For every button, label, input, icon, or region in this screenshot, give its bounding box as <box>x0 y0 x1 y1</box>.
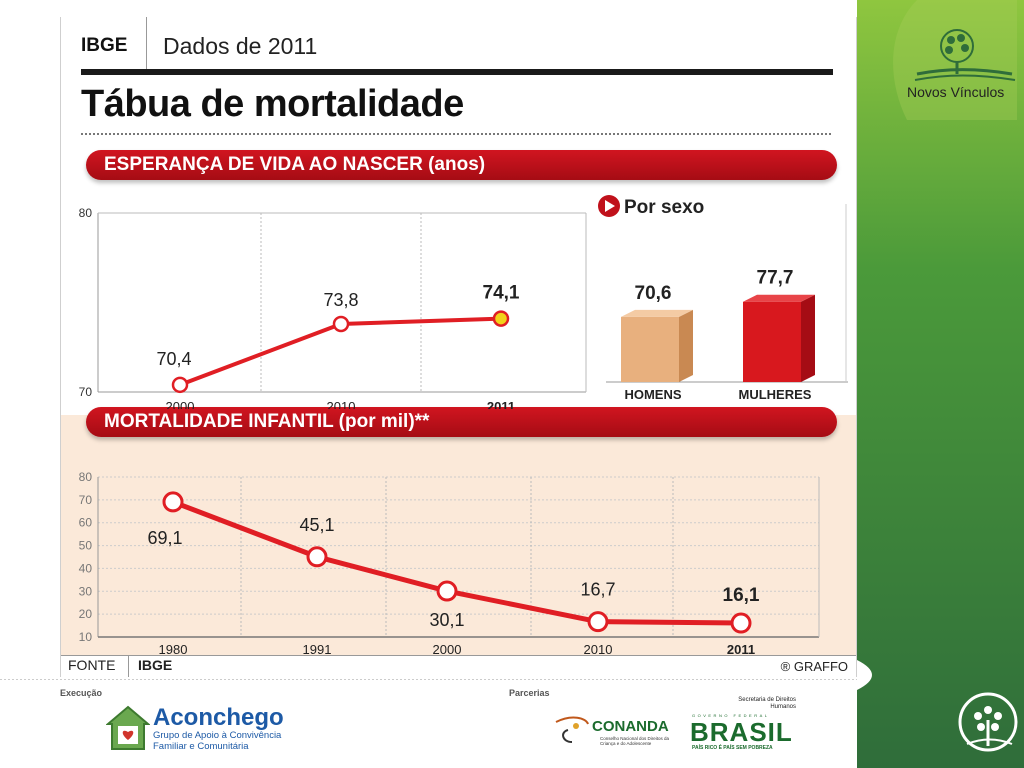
im-category-label: 2010 <box>584 642 613 655</box>
side-panel <box>857 0 1024 768</box>
im-category-label: 2000 <box>433 642 462 655</box>
infant-mortality-chart: 10 20 30 40 50 60 70 80 69,1 1980 45,1 1991 30,1 2000… <box>79 470 820 655</box>
gov-text: GOVERNO FEDERAL <box>692 713 770 718</box>
im-data-point <box>436 580 458 602</box>
im-ytick-label: 20 <box>79 607 93 621</box>
brand-name: Novos Vínculos <box>907 84 1005 100</box>
le-category-label: 2010 <box>327 399 356 409</box>
execucao-label: Execução <box>60 688 103 698</box>
bottom-divider <box>0 679 857 680</box>
parcerias-label: Parcerias <box>509 688 550 698</box>
aconchego-subtitle: Grupo de Apoio à Convivência Familiar e … <box>153 730 282 752</box>
footer-source: IBGE <box>138 657 173 673</box>
footer-source-label: FONTE <box>68 657 116 673</box>
by-sex-bar <box>621 316 679 382</box>
aconchego-house-icon <box>106 705 150 750</box>
im-ytick-label: 60 <box>79 516 93 530</box>
im-data-point <box>587 611 609 633</box>
im-ytick-label: 10 <box>79 630 93 644</box>
le-category-label: 2011 <box>487 399 515 409</box>
by-sex-value-label: 77,7 <box>757 268 794 289</box>
im-category-label: 1991 <box>303 642 332 655</box>
im-data-label: 45,1 <box>299 515 334 535</box>
by-sex-bar-side <box>801 294 815 382</box>
aconchego-name: Aconchego <box>153 704 284 731</box>
by-sex-category-label: MULHERES <box>739 387 812 402</box>
im-data-point <box>162 491 184 513</box>
im-data-label: 16,7 <box>580 580 615 600</box>
le-data-label: 74,1 <box>483 283 520 304</box>
le-data-point <box>492 310 510 327</box>
le-ytick-label: 80 <box>79 206 93 220</box>
im-data-label: 69,1 <box>147 528 182 548</box>
im-ytick-label: 30 <box>79 584 93 598</box>
im-ytick-label: 50 <box>79 539 93 553</box>
tree-logo-icon <box>914 29 1016 81</box>
life-expectancy-chart: 80 70 70,4 2000 73,8 2010 74,1 2011 <box>79 206 587 409</box>
date-text: Dados de 2011 <box>163 33 318 59</box>
le-ytick-label: 70 <box>79 385 93 399</box>
im-data-point <box>730 612 752 634</box>
life-expectancy-ribbon: ESPERANÇA DE VIDA AO NASCER (anos) <box>86 150 837 180</box>
im-data-label: 16,1 <box>723 585 760 606</box>
le-data-label: 70,4 <box>156 349 191 369</box>
play-icon <box>598 195 620 217</box>
footer-separator <box>128 655 129 677</box>
brasil-wordmark: BRASIL <box>690 717 793 747</box>
infant-mortality-background <box>61 415 856 655</box>
le-category-label: 2000 <box>166 399 195 409</box>
im-category-label: 1980 <box>159 642 188 655</box>
infant-mortality-ribbon: MORTALIDADE INFANTIL (por mil)** <box>86 407 837 437</box>
conanda-swirl-icon <box>555 716 589 743</box>
by-sex-bar-top <box>743 294 815 302</box>
im-data-label: 30,1 <box>429 610 464 630</box>
conanda-subtitle: Conselho Nacional dos Direitos da Crianç… <box>600 736 670 746</box>
le-data-point <box>332 315 350 333</box>
by-sex-value-label: 70,6 <box>635 283 672 304</box>
header-separator <box>146 17 147 70</box>
brasil-slogan: PAÍS RICO É PAÍS SEM POBREZA <box>692 745 773 751</box>
source-badge: IBGE <box>81 35 128 56</box>
by-sex-bar-top <box>621 309 693 317</box>
infographic: IBGE Dados de 2011 Tábua de mortalidade … <box>60 17 857 677</box>
title-rule <box>81 133 833 135</box>
conanda-name: CONANDA <box>592 718 669 735</box>
im-category-label: 2011 <box>727 642 755 655</box>
by-sex-category-label: HOMENS <box>624 387 681 402</box>
im-series-line <box>172 499 742 626</box>
by-sex-bar-side <box>679 309 693 382</box>
footer-credit: ® GRAFFO <box>780 659 848 674</box>
page-title: Tábua de mortalidade <box>81 83 464 125</box>
im-ytick-label: 80 <box>79 470 93 484</box>
by-sex-title: Por sexo <box>624 197 704 218</box>
header-bar <box>81 69 833 75</box>
by-sex-bar <box>743 301 801 382</box>
by-sex-chart: Por sexo 70,6 HOMENS 77,7 MULHERES <box>598 195 848 402</box>
tree-emblem-icon <box>958 692 1018 752</box>
im-ytick-label: 70 <box>79 493 93 507</box>
le-data-label: 73,8 <box>323 290 358 310</box>
le-data-point <box>171 376 189 394</box>
im-data-point <box>306 546 328 568</box>
sdh-text: Secretaria de Direitos Humanos <box>738 697 796 710</box>
footer-rule <box>61 655 856 656</box>
im-ytick-label: 40 <box>79 561 93 575</box>
